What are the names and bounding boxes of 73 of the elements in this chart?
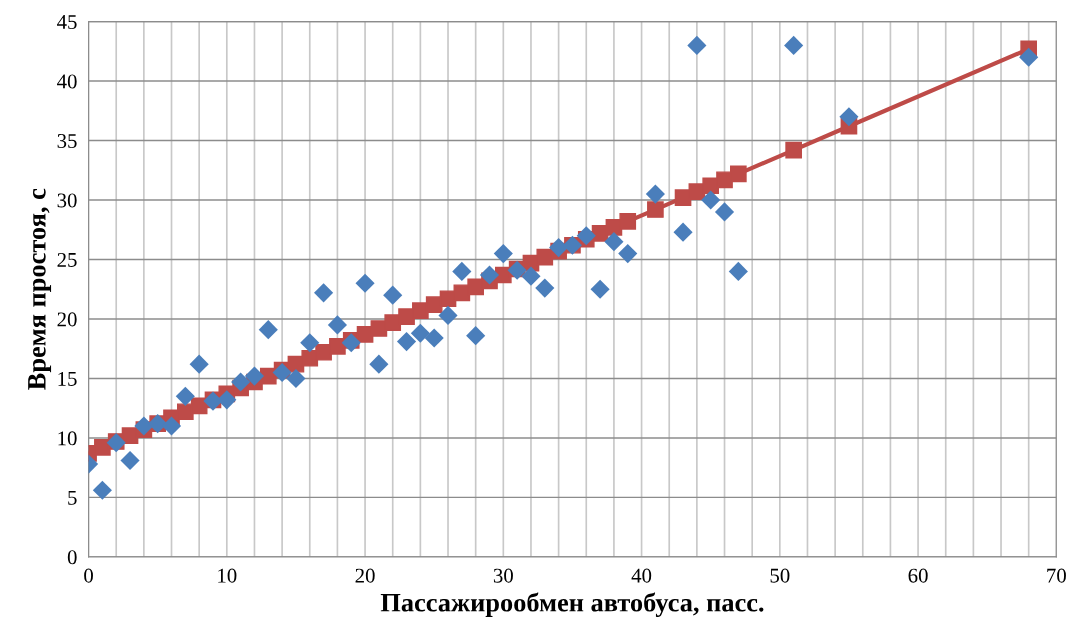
point xyxy=(286,368,306,389)
point xyxy=(327,315,347,335)
y-tick-label: 45 xyxy=(57,15,77,30)
point xyxy=(438,305,458,325)
point xyxy=(410,323,430,343)
x-tick-label: 70 xyxy=(1047,568,1066,583)
point xyxy=(258,320,278,340)
y-tick-label: 10 xyxy=(58,431,77,446)
point xyxy=(647,201,664,218)
y-tick-label: 5 xyxy=(68,491,77,505)
point xyxy=(701,190,721,210)
point xyxy=(369,354,389,374)
point xyxy=(134,416,154,436)
point xyxy=(674,189,692,206)
point xyxy=(425,296,443,314)
point xyxy=(479,265,500,285)
point xyxy=(217,390,237,410)
point xyxy=(355,273,375,293)
point xyxy=(396,332,417,352)
point xyxy=(716,171,733,189)
point xyxy=(120,450,140,471)
point xyxy=(493,243,513,264)
y-tick-label: 25 xyxy=(57,252,77,267)
point xyxy=(728,261,748,281)
point xyxy=(231,372,251,392)
y-tick-label: 35 xyxy=(57,133,77,148)
x-tick-label: 10 xyxy=(218,568,237,583)
y-tick-label: 15 xyxy=(58,371,77,386)
point xyxy=(244,366,265,386)
point xyxy=(161,416,182,436)
point xyxy=(314,283,334,303)
point xyxy=(714,202,735,222)
point xyxy=(521,266,541,286)
point xyxy=(412,302,429,319)
point xyxy=(452,261,472,281)
y-tick-label: 20 xyxy=(57,312,77,327)
point xyxy=(619,213,637,230)
point xyxy=(175,386,195,406)
y-tick-label: 30 xyxy=(57,193,77,208)
point xyxy=(839,107,859,127)
point xyxy=(384,314,402,331)
point xyxy=(785,141,802,159)
point xyxy=(300,333,320,353)
point xyxy=(590,279,610,299)
x-tick-label: 30 xyxy=(493,568,513,583)
point xyxy=(383,285,403,305)
y-tick-label: 40 xyxy=(57,74,77,89)
point xyxy=(398,308,415,325)
point xyxy=(439,290,457,308)
point xyxy=(645,184,665,204)
x-tick-label: 20 xyxy=(355,568,375,583)
point xyxy=(466,326,486,346)
point xyxy=(94,439,111,456)
y-tick-label: 0 xyxy=(67,550,77,565)
point xyxy=(730,165,747,183)
x-tick-label: 60 xyxy=(908,568,928,583)
y-axis-title: Время простоя, с xyxy=(28,188,52,390)
point xyxy=(604,232,624,252)
point xyxy=(424,328,444,348)
point xyxy=(618,243,638,264)
point xyxy=(687,35,707,55)
point xyxy=(189,354,209,374)
point xyxy=(329,338,346,355)
point xyxy=(92,480,112,500)
x-tick-label: 50 xyxy=(770,568,790,583)
x-tick-label: 0 xyxy=(84,568,93,583)
point xyxy=(535,278,555,298)
x-axis-title: Пассажирообмен автобуса, пасс. xyxy=(380,592,764,618)
point xyxy=(784,35,804,55)
point xyxy=(673,222,693,242)
x-tick-label: 40 xyxy=(631,568,652,583)
point xyxy=(315,343,332,361)
point xyxy=(1019,47,1039,67)
